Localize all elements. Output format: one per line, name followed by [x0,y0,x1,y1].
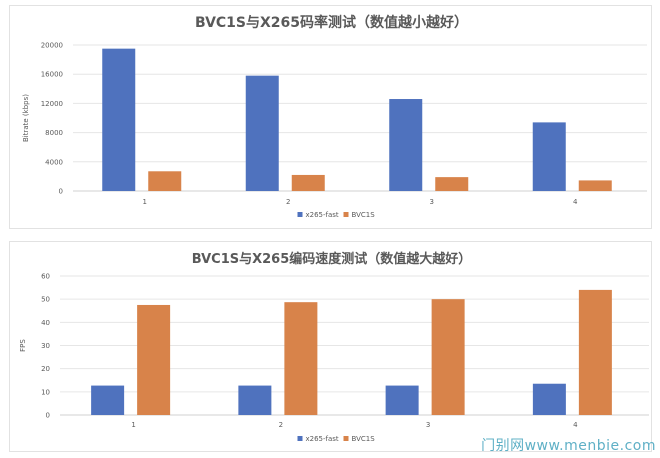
y-tick-label: 50 [41,296,50,304]
bar-bvc1s-4 [578,289,612,415]
y-axis-label: Bitrate (kbps) [22,94,30,142]
x-tick-label: 4 [573,421,578,429]
legend-label: x265-fast [306,435,339,443]
bar-x265-fast-1 [102,48,136,192]
legend-swatch [297,212,303,217]
bar-bvc1s-3 [435,177,469,191]
bar-bvc1s-3 [431,299,465,415]
x-tick-label: 2 [279,421,283,429]
y-tick-label: 40 [41,319,50,327]
x-tick-label: 1 [131,421,135,429]
x-tick-label: 1 [143,198,147,206]
y-tick-label: 0 [46,412,50,420]
x-tick-label: 3 [426,421,430,429]
y-tick-label: 0 [59,188,63,196]
y-tick-label: 12000 [41,100,63,108]
bar-x265-fast-3 [385,385,419,415]
chart-title: BVC1S与X265编码速度测试（数值越大越好） [192,251,472,267]
legend-label: x265-fast [306,211,339,219]
bar-bvc1s-1 [148,171,182,191]
bar-bvc1s-1 [137,304,171,415]
y-tick-label: 30 [41,342,50,350]
chart-title: BVC1S与X265码率测试（数值越小越好） [195,14,468,31]
bitrate-chart-panel: BVC1S与X265码率测试（数值越小越好） 0 4000 8000 12000 1600… [9,5,652,229]
bar-x265-fast-3 [389,99,423,191]
bar-x265-fast-4 [532,383,566,415]
x-tick-label: 2 [286,198,290,206]
y-tick-label: 20 [41,365,50,373]
y-tick-label: 8000 [45,129,63,137]
bar-bvc1s-4 [578,180,612,191]
legend-swatch [343,436,349,441]
watermark: 门别网www.menbie.com [481,438,656,454]
bar-bvc1s-2 [291,174,325,191]
speed-chart-panel: BVC1S与X265编码速度测试（数值越大越好） 0 10 20 30 40 50 60 FPS… [9,241,652,452]
bar-x265-fast-1 [91,385,125,415]
legend-label: BVC1S [352,435,376,443]
bitrate-chart: BVC1S与X265码率测试（数值越小越好） 0 4000 8000 12000 1600… [22,14,647,219]
legend-swatch [343,212,349,217]
x-tick-label: 4 [573,198,578,206]
x-tick-label: 3 [430,198,434,206]
bar-x265-fast-4 [532,122,566,191]
legend-label: BVC1S [352,211,376,219]
bar-x265-fast-2 [238,385,272,415]
speed-chart: BVC1S与X265编码速度测试（数值越大越好） 0 10 20 30 40 50 60 FPS… [19,251,649,443]
bar-bvc1s-2 [284,302,318,415]
y-tick-label: 4000 [45,158,63,166]
y-tick-label: 20000 [41,42,63,50]
legend-swatch [297,436,303,441]
y-tick-label: 60 [41,273,50,281]
y-tick-label: 10 [41,388,50,396]
bar-x265-fast-2 [245,75,279,191]
y-tick-label: 16000 [41,71,63,79]
y-axis-label: FPS [19,339,27,352]
